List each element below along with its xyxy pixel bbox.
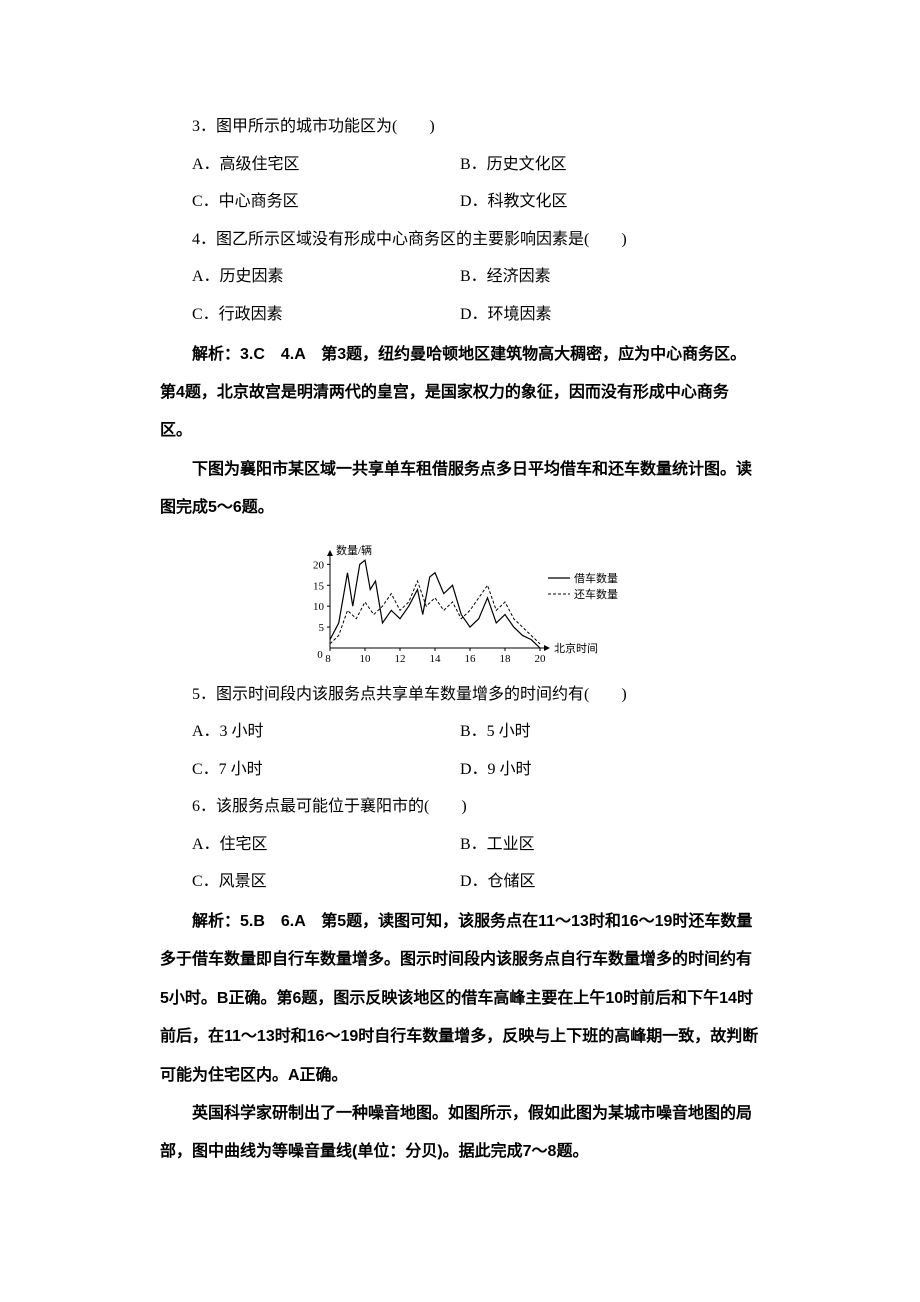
svg-text:数量/辆: 数量/辆 <box>336 543 372 557</box>
q4-option-c: C．行政因素 <box>160 298 460 332</box>
bike-chart: 数量/辆北京时间 0 5 10 15 20 8 10 12 14 16 18 20 借车数量还车数量 <box>290 538 630 668</box>
q4-option-a: A．历史因素 <box>160 260 460 294</box>
q3-options-row2: C．中心商务区 D．科教文化区 <box>160 185 760 219</box>
q6-option-b: B．工业区 <box>460 828 760 862</box>
svg-text:10: 10 <box>360 653 372 665</box>
q3-stem: 3．图甲所示的城市功能区为( ) <box>160 110 760 144</box>
q6-option-d: D．仓储区 <box>460 865 760 899</box>
q3-option-b: B．历史文化区 <box>460 148 760 182</box>
q5-options-row1: A．3 小时 B．5 小时 <box>160 715 760 749</box>
analysis-3-4: 解析：3.C 4.A 第3题，纽约曼哈顿地区建筑物高大稠密，应为中心商务区。第4… <box>160 336 760 451</box>
chart-container: 数量/辆北京时间 0 5 10 15 20 8 10 12 14 16 18 20 借车数量还车数量 <box>160 538 760 668</box>
q5-option-a: A．3 小时 <box>160 715 460 749</box>
svg-text:5: 5 <box>319 622 325 634</box>
passage-7-8: 英国科学家研制出了一种噪音地图。如图所示，假如此图为某城市噪音地图的局部，图中曲… <box>160 1095 760 1172</box>
bike-chart-svg: 数量/辆北京时间 0 5 10 15 20 8 10 12 14 16 18 20 借车数量还车数量 <box>290 538 630 668</box>
q6-options-row1: A．住宅区 B．工业区 <box>160 828 760 862</box>
svg-text:12: 12 <box>395 653 406 665</box>
q6-stem: 6．该服务点最可能位于襄阳市的( ) <box>160 790 760 824</box>
svg-text:20: 20 <box>535 653 547 665</box>
q3-options-row1: A．高级住宅区 B．历史文化区 <box>160 148 760 182</box>
q5-option-b: B．5 小时 <box>460 715 760 749</box>
q5-stem: 5．图示时间段内该服务点共享单车数量增多的时间约有( ) <box>160 678 760 712</box>
q4-stem: 4．图乙所示区域没有形成中心商务区的主要影响因素是( ) <box>160 223 760 257</box>
q6-option-c: C．风景区 <box>160 865 460 899</box>
svg-text:15: 15 <box>313 580 325 592</box>
q6-option-a: A．住宅区 <box>160 828 460 862</box>
q4-option-d: D．环境因素 <box>460 298 760 332</box>
q3-option-d: D．科教文化区 <box>460 185 760 219</box>
svg-text:20: 20 <box>313 559 325 571</box>
svg-text:借车数量: 借车数量 <box>574 571 618 585</box>
passage-5-6: 下图为襄阳市某区域一共享单车租借服务点多日平均借车和还车数量统计图。读图完成5～… <box>160 451 760 528</box>
q4-options-row1: A．历史因素 B．经济因素 <box>160 260 760 294</box>
svg-text:10: 10 <box>313 601 325 613</box>
q5-option-d: D．9 小时 <box>460 753 760 787</box>
svg-text:还车数量: 还车数量 <box>574 587 618 601</box>
analysis-5-6: 解析：5.B 6.A 第5题，读图可知，该服务点在11～13时和16～19时还车… <box>160 903 760 1095</box>
svg-text:北京时间: 北京时间 <box>554 641 598 655</box>
svg-text:0: 0 <box>317 649 323 661</box>
q3-option-a: A．高级住宅区 <box>160 148 460 182</box>
q4-options-row2: C．行政因素 D．环境因素 <box>160 298 760 332</box>
svg-text:18: 18 <box>500 653 512 665</box>
svg-text:16: 16 <box>465 653 477 665</box>
q6-options-row2: C．风景区 D．仓储区 <box>160 865 760 899</box>
q3-option-c: C．中心商务区 <box>160 185 460 219</box>
svg-text:8: 8 <box>325 653 331 665</box>
svg-text:14: 14 <box>430 653 442 665</box>
q4-option-b: B．经济因素 <box>460 260 760 294</box>
q5-option-c: C．7 小时 <box>160 753 460 787</box>
q5-options-row2: C．7 小时 D．9 小时 <box>160 753 760 787</box>
